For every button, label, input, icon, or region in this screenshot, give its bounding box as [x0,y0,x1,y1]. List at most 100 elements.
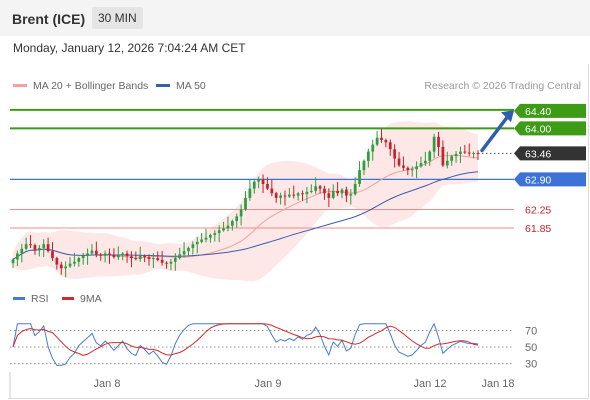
rsi-level-label: 70 [525,325,537,337]
candle-body [33,245,37,250]
datetime-label: Monday, January 12, 2026 7:04:24 AM CET [13,41,246,55]
candle-body [467,152,471,154]
candle-body [121,253,125,256]
candle-body [318,186,322,189]
x-tick-label: Jan 9 [255,378,282,390]
candle-body [393,149,397,159]
legend-9ma: 9MA [62,293,102,305]
rsi-swatch [13,296,25,300]
candle-body [292,194,296,196]
candle-body [388,142,392,150]
candle-body [169,261,173,264]
candle-body [331,190,335,198]
candle-body [283,195,287,197]
ma50-line [12,171,479,260]
candle-body [112,254,116,258]
candle-body [410,169,414,171]
candle-body [235,216,239,222]
level-label-support: 62.25 [525,204,551,216]
forecast-arrowhead [501,110,514,123]
candle-body [397,158,401,166]
candle-body [314,186,318,191]
candle-body [147,257,151,260]
x-tick-label: Jan 8 [94,378,121,390]
rsi-level-label: 30 [525,359,537,371]
candle-body [160,259,164,263]
candle-body [59,264,63,269]
level-tag-pivot [514,172,586,187]
candle-body [226,225,230,229]
candle-body [103,253,107,256]
candle-body [428,151,432,161]
candle-body [340,189,344,194]
candle-body [152,258,155,260]
forecast-arrow [480,114,510,153]
candle-body [345,189,348,196]
legend-ma50-label: MA 50 [176,80,206,92]
level-label-pivot: 62.90 [525,174,551,186]
candle-body [64,266,68,269]
candle-body [68,263,72,267]
candle-body [266,184,269,189]
candle-body [463,151,467,153]
header-bar: Brent (ICE) 30 MIN [0,0,590,36]
x-tick-label: Jan 12 [413,378,446,390]
candle-body [301,193,304,195]
candle-body [200,239,203,242]
candle-body [182,251,186,255]
candle-body [362,160,366,171]
candle-body [130,256,133,259]
rsi-ma-line [12,323,479,356]
candle-body [309,190,313,192]
timeframe-button[interactable]: 30 MIN [92,7,143,29]
candle-body [217,230,221,234]
candle-body [187,247,190,252]
candle-body [472,152,475,154]
candle-body [24,244,28,249]
candle-body [165,262,168,264]
candle-body [384,140,388,143]
level-tag-resistance [514,103,586,118]
candle-body [81,255,85,259]
candle-body [222,228,225,231]
candle-body [437,136,440,147]
candle-body [46,244,50,252]
candle-body [204,237,208,240]
candle-body [270,188,274,194]
candle-body [11,259,15,264]
legend-rsi: RSI [13,293,49,305]
instrument-title: Brent (ICE) [12,11,86,27]
candle-body [178,254,182,259]
candle-body [454,153,458,157]
level-label-support: 61.85 [525,223,551,235]
legend-ma20: MA 20 + Bollinger Bands [13,80,148,92]
candle-body [353,184,357,195]
candle-body [366,151,370,161]
candle-body [195,241,199,245]
level-label-resistance: 64.40 [525,106,551,118]
legend-rsi-label: RSI [31,293,49,305]
legend-ma20-label: MA 20 + Bollinger Bands [33,80,149,92]
candle-body [230,221,234,226]
ma20-swatch [13,83,27,87]
candle-body [244,197,247,210]
candle-body [125,253,129,257]
candle-body [296,193,300,196]
candle-body [476,152,480,154]
candle-body [73,261,76,264]
candle-body [37,247,41,250]
candle-body [327,193,331,198]
candle-body [349,194,353,196]
candle-body [42,244,46,248]
candle-body [29,244,32,246]
candle-body [274,193,278,198]
candle-body [257,179,261,182]
candle-body [305,191,309,195]
level-label-resistance: 64.00 [525,123,551,135]
candle-body [173,258,177,262]
ma50-swatch [156,83,170,87]
candle-body [358,170,361,184]
rsi-ma-swatch [62,296,74,300]
